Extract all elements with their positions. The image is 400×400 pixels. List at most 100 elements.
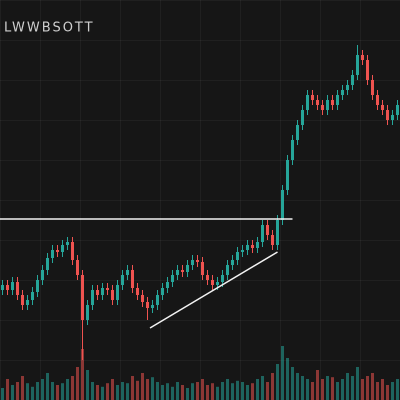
volume-bar	[326, 376, 329, 400]
volume-bar	[21, 376, 24, 400]
volume-bar	[6, 379, 9, 400]
volume-bar	[341, 379, 344, 400]
candle-body	[136, 288, 139, 295]
candle-body	[391, 115, 394, 120]
candle-body	[116, 285, 119, 300]
candle-body	[146, 302, 149, 308]
candle-body	[126, 270, 129, 275]
candle-body	[386, 110, 389, 120]
candle-body	[376, 95, 379, 105]
candle-body	[41, 270, 44, 280]
volume-bar	[56, 385, 59, 400]
volume-bar	[356, 367, 359, 400]
candle-body	[361, 55, 364, 60]
volume-bar	[311, 382, 314, 400]
volume-bar	[151, 377, 154, 400]
volume-bar	[141, 373, 144, 400]
candle-body	[31, 292, 34, 300]
candle-body	[346, 85, 349, 90]
candle-body	[306, 95, 309, 110]
candle-body	[201, 262, 204, 275]
volume-bar	[396, 379, 399, 400]
volume-bar	[291, 367, 294, 400]
volume-bar	[51, 382, 54, 400]
volume-bar	[306, 379, 309, 400]
volume-bar	[126, 383, 129, 400]
candle-body	[1, 285, 4, 290]
candle-body	[151, 305, 154, 308]
candle-body	[301, 110, 304, 125]
candle-body	[296, 125, 299, 140]
volume-bar	[296, 373, 299, 400]
volume-bar	[61, 383, 64, 400]
volume-bar	[66, 379, 69, 400]
candle-body	[96, 290, 99, 295]
candle-body	[256, 242, 259, 248]
candle-body	[246, 245, 249, 250]
volume-bar	[191, 383, 194, 400]
candle-body	[156, 295, 159, 305]
volume-bar	[16, 382, 19, 400]
volume-bar	[86, 370, 89, 400]
candle-body	[261, 225, 264, 242]
candle-body	[371, 80, 374, 95]
volume-bar	[176, 382, 179, 400]
candle-body	[316, 100, 319, 105]
volume-bar	[156, 382, 159, 400]
candle-body	[171, 275, 174, 282]
volume-bar	[371, 373, 374, 400]
volume-bar	[81, 349, 84, 400]
volume-bar	[231, 383, 234, 400]
volume-bar	[281, 346, 284, 400]
candle-body	[26, 300, 29, 305]
candle-body	[196, 260, 199, 262]
candle-body	[131, 270, 134, 288]
volume-bar	[36, 382, 39, 400]
candle-body	[186, 265, 189, 272]
candle-body	[281, 190, 284, 220]
candle-body	[21, 295, 24, 305]
volume-bar	[276, 364, 279, 400]
candle-body	[11, 282, 14, 290]
candle-body	[166, 282, 169, 288]
volume-bar	[361, 379, 364, 400]
candle-body	[81, 275, 84, 320]
volume-bar	[251, 383, 254, 400]
volume-bar	[211, 383, 214, 400]
candle-body	[236, 252, 239, 260]
candle-body	[191, 260, 194, 265]
volume-bar	[41, 379, 44, 400]
candle-body	[326, 100, 329, 110]
candle-body	[66, 242, 69, 245]
volume-bar	[256, 379, 259, 400]
volume-bar	[121, 382, 124, 400]
candle-body	[271, 235, 274, 245]
candle-body	[291, 140, 294, 160]
candle-body	[71, 242, 74, 260]
volume-bar	[346, 373, 349, 400]
volume-bar	[181, 385, 184, 400]
volume-bar	[101, 386, 104, 400]
volume-bar	[171, 386, 174, 400]
candle-body	[341, 90, 344, 95]
volume-bar	[71, 376, 74, 400]
candle-body	[331, 100, 334, 105]
candle-body	[6, 285, 9, 290]
volume-bar	[111, 379, 114, 400]
volume-bar	[286, 358, 289, 400]
volume-bar	[366, 376, 369, 400]
candle-body	[276, 220, 279, 245]
volume-bar	[376, 382, 379, 400]
candle-body	[226, 265, 229, 275]
candle-body	[381, 105, 384, 110]
volume-bar	[331, 377, 334, 400]
volume-bar	[336, 382, 339, 400]
volume-bar	[131, 376, 134, 400]
volume-bar	[11, 385, 14, 400]
candle-body	[61, 245, 64, 252]
volume-bar	[351, 376, 354, 400]
candle-body	[16, 282, 19, 295]
candle-body	[206, 275, 209, 280]
volume-bar	[136, 380, 139, 400]
